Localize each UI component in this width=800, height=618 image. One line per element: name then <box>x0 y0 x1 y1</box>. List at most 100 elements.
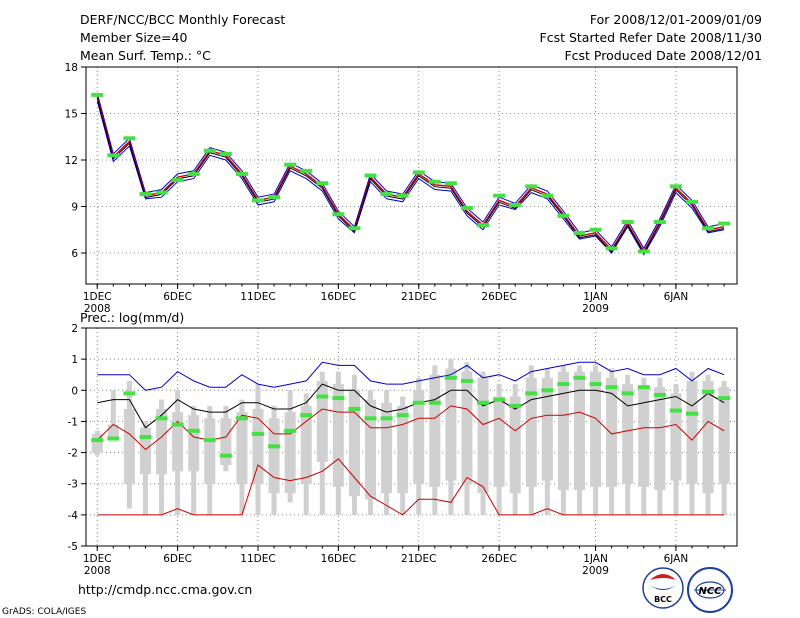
box-bar <box>718 387 730 484</box>
box-bar <box>573 371 585 490</box>
mean-line <box>96 98 725 255</box>
control-mark <box>316 181 329 186</box>
x-tick-label: 16DEC <box>321 553 356 565</box>
box-bar <box>493 396 505 487</box>
control-mark <box>348 226 361 231</box>
y-tick-label: 2 <box>71 323 78 335</box>
control-mark <box>669 408 682 413</box>
control-mark <box>412 170 425 175</box>
box-bar <box>204 418 216 484</box>
temperature-x-ticks: 1DEC 6DEC 11DEC 16DEC 21DEC 26DEC 1JAN 6JAN 2008… <box>83 284 725 315</box>
control-mark <box>444 181 457 186</box>
control-mark <box>621 391 634 396</box>
control-mark <box>509 403 522 408</box>
header-line-1: DERF/NCC/BCC Monthly Forecast <box>80 12 285 27</box>
control-mark <box>364 173 377 178</box>
box-bar <box>461 371 473 484</box>
precip-x-ticks: 1DEC 6DEC 11DEC 16DEC 21DEC 26DEC 1JAN 6JAN 2008… <box>83 546 725 577</box>
box-bar <box>702 380 714 494</box>
precip-boxes <box>91 359 730 515</box>
y-tick-label: -1 <box>68 416 78 428</box>
control-mark <box>332 396 345 401</box>
control-mark <box>123 136 136 141</box>
upper-line <box>96 93 725 250</box>
footer-url[interactable]: http://cmdp.ncc.cma.gov.cn <box>78 582 252 597</box>
control-mark <box>428 179 441 184</box>
control-mark <box>203 438 216 443</box>
control-mark <box>219 453 232 458</box>
control-mark <box>428 400 441 405</box>
y-tick-label: 18 <box>65 62 78 74</box>
box-bar <box>252 408 264 484</box>
mean-line <box>97 383 725 429</box>
precip-frame <box>85 327 738 547</box>
box-bar <box>156 408 168 475</box>
box-bar <box>670 393 682 481</box>
control-mark <box>300 168 313 173</box>
precip-y-ticks: -5 -4 -3 -2 -1 0 1 2 <box>68 323 86 553</box>
control-mark <box>187 171 200 176</box>
control-mark <box>268 444 281 449</box>
x-tick-label: 1DEC <box>83 291 112 303</box>
header-line-2: Member Size=40 <box>80 30 187 45</box>
mean-red-line <box>96 96 725 253</box>
x-tick-label: 1JAN <box>583 553 608 565</box>
box-bar <box>284 412 296 494</box>
control-mark <box>284 428 297 433</box>
box-bar <box>413 390 425 484</box>
box-bar <box>397 405 409 494</box>
y-tick-label: -5 <box>68 541 78 553</box>
control-mark <box>348 406 361 411</box>
temperature-frame <box>85 66 738 285</box>
box-bar <box>332 384 344 487</box>
control-mark <box>380 416 393 421</box>
header-produced-date: Fcst Produced Date 2008/12/01 <box>564 48 762 63</box>
control-mark <box>637 385 650 390</box>
temperature-panel: 6 9 12 15 18 1DEC 6DEC 11DEC 16DEC 21DEC 26DEC 1JA… <box>65 62 738 315</box>
control-mark <box>171 178 184 183</box>
box-bar <box>123 408 135 484</box>
box-bar <box>172 412 184 472</box>
control-mark <box>493 193 506 198</box>
control-mark <box>637 249 650 254</box>
control-mark <box>589 382 602 387</box>
control-mark <box>187 428 200 433</box>
control-mark <box>541 388 554 393</box>
lower-line <box>96 405 725 451</box>
x-tick-label: 6JAN <box>664 553 689 565</box>
control-mark <box>702 226 715 231</box>
box-bar <box>268 418 280 494</box>
box-bar <box>622 384 634 484</box>
control-mark <box>653 392 666 397</box>
x-tick-label: 26DEC <box>481 553 516 565</box>
control-mark <box>573 375 586 380</box>
control-mark <box>605 246 618 251</box>
box-bar <box>686 380 698 484</box>
x-tick-label: 6DEC <box>163 291 192 303</box>
control-mark <box>171 422 184 427</box>
control-mark <box>685 199 698 204</box>
bcc-logo-text: BCC <box>654 595 672 604</box>
y-tick-label: -2 <box>68 448 78 460</box>
control-mark <box>444 375 457 380</box>
control-mark <box>589 227 602 232</box>
box-bar <box>541 377 553 481</box>
upper-line <box>97 361 725 391</box>
whisker-bar <box>110 390 116 441</box>
control-mark <box>251 198 264 203</box>
x-year-label: 2008 <box>84 303 111 315</box>
control-mark <box>251 431 264 436</box>
box-bar <box>348 390 360 497</box>
control-mark <box>107 436 120 441</box>
control-mark <box>380 192 393 197</box>
box-bar <box>606 377 618 487</box>
control-mark <box>605 385 618 390</box>
y-tick-label: 1 <box>71 354 78 366</box>
control-mark <box>316 394 329 399</box>
y-tick-label: 6 <box>71 248 78 260</box>
temperature-series <box>96 93 725 256</box>
control-mark <box>300 413 313 418</box>
box-bar <box>236 412 248 484</box>
box-bar <box>316 380 328 462</box>
bcc-logo-swirl-blue <box>650 585 676 590</box>
